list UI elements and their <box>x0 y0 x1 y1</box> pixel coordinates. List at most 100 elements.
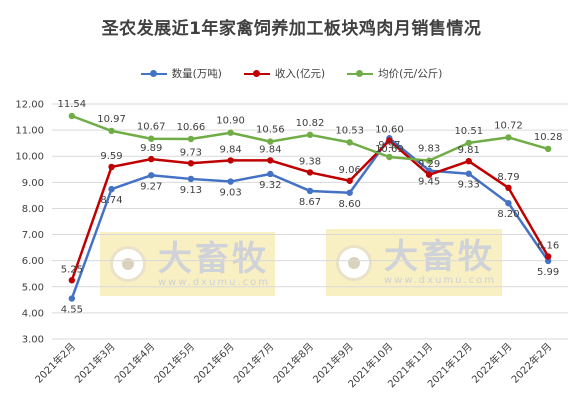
data-label: 10.90 <box>216 116 245 127</box>
data-label: 10.69 <box>375 144 404 155</box>
data-point <box>386 137 393 144</box>
data-label: 9.32 <box>259 180 281 191</box>
y-tick-label: 9.00 <box>22 178 44 189</box>
data-label: 9.06 <box>339 165 361 176</box>
x-tick-label: 2022年1月 <box>469 340 515 386</box>
legend-label-quantity: 数量(万吨) <box>171 68 222 80</box>
data-label: 10.56 <box>256 125 285 136</box>
data-point <box>544 257 552 265</box>
watermark-url: www.dxumu.com <box>158 276 271 288</box>
data-point <box>68 112 76 120</box>
data-label: 9.84 <box>259 144 281 155</box>
data-label: 10.82 <box>296 118 325 129</box>
data-point <box>346 139 353 146</box>
data-point <box>306 187 314 195</box>
data-point <box>108 185 115 193</box>
data-label: 9.97 <box>378 140 400 151</box>
x-tick-label: 2021年8月 <box>270 340 316 386</box>
x-tick-label: 2021年5月 <box>151 340 197 386</box>
x-tick-label: 2021年3月 <box>72 340 118 386</box>
data-point <box>465 170 472 177</box>
data-label: 10.97 <box>97 114 126 125</box>
data-label: 10.60 <box>375 125 404 136</box>
y-tick-label: 3.00 <box>22 335 44 346</box>
data-point <box>267 138 274 145</box>
data-label: 9.33 <box>458 180 480 191</box>
y-tick-label: 8.00 <box>22 204 44 215</box>
data-label: 9.38 <box>299 156 321 167</box>
y-tick-label: 7.00 <box>22 230 44 241</box>
data-label: 9.27 <box>140 181 162 192</box>
data-label: 8.79 <box>497 172 519 183</box>
y-tick-label: 12.00 <box>15 100 44 111</box>
data-label: 9.84 <box>219 144 241 155</box>
data-point <box>267 157 274 164</box>
data-point <box>68 295 76 302</box>
data-label: 8.67 <box>299 197 321 208</box>
data-point <box>306 131 314 139</box>
data-point <box>187 175 195 183</box>
data-point <box>505 134 512 141</box>
data-label: 9.29 <box>418 159 440 170</box>
data-point <box>68 277 76 284</box>
watermark-logo-icon <box>336 244 372 281</box>
data-point <box>148 172 155 179</box>
data-label: 9.81 <box>458 145 480 156</box>
chart-title: 圣农发展近1年家禽饲养加工板块鸡肉月销售情况 <box>101 19 482 39</box>
data-point <box>544 145 552 153</box>
watermark-text: 大畜牧 www.dxumu.com <box>158 241 270 288</box>
data-label: 10.66 <box>177 122 206 133</box>
data-point <box>386 153 393 161</box>
data-point <box>346 189 353 196</box>
data-label: 10.67 <box>137 122 166 133</box>
data-label: 9.13 <box>180 185 202 196</box>
data-point <box>148 135 155 142</box>
data-point <box>227 157 234 164</box>
watermark-left: 大畜牧 www.dxumu.com <box>100 232 275 296</box>
y-tick-label: 5.00 <box>22 282 44 293</box>
y-tick-label: 4.00 <box>22 308 44 319</box>
data-point <box>108 127 115 135</box>
legend-item-price: 均价(元/公斤) <box>347 66 442 81</box>
x-tick-label: 2021年7月 <box>231 340 277 386</box>
watermark-brand: 大畜牧 <box>158 238 269 279</box>
x-tick-label: 2021年4月 <box>112 340 158 386</box>
watermark-text: 大畜牧 www.dxumu.com <box>384 239 496 286</box>
legend-item-revenue: 收入(亿元) <box>243 66 325 81</box>
data-label: 10.28 <box>534 132 563 143</box>
watermark-right: 大畜牧 www.dxumu.com <box>326 229 502 296</box>
legend-swatch-quantity <box>140 68 167 80</box>
legend-swatch-revenue <box>243 68 270 80</box>
data-label: 8.74 <box>100 195 122 206</box>
y-tick-label: 11.00 <box>15 126 44 137</box>
x-tick-label: 2022年2月 <box>508 340 554 386</box>
data-label: 10.51 <box>454 126 483 137</box>
data-label: 5.25 <box>61 264 83 275</box>
data-label: 9.83 <box>418 144 440 155</box>
data-label: 10.53 <box>335 125 364 136</box>
x-tick-label: 2021年6月 <box>191 340 237 386</box>
legend-label-price: 均价(元/公斤) <box>378 68 443 80</box>
data-point <box>187 160 195 167</box>
data-label: 9.59 <box>100 151 122 162</box>
data-point <box>505 200 512 207</box>
data-point <box>425 157 433 164</box>
data-label: 11.54 <box>58 99 87 110</box>
y-tick-label: 10.00 <box>15 152 44 163</box>
data-point <box>148 155 155 163</box>
data-label: 9.89 <box>140 143 162 154</box>
data-label: 8.60 <box>339 199 361 210</box>
legend-swatch-price <box>347 68 374 80</box>
data-point <box>544 253 552 260</box>
data-point <box>505 184 512 192</box>
data-label: 9.45 <box>418 177 440 188</box>
data-point <box>227 129 234 136</box>
data-label: 10.72 <box>494 120 523 131</box>
data-label: 6.16 <box>537 240 559 251</box>
data-point <box>465 157 472 165</box>
data-label: 5.99 <box>537 267 559 278</box>
data-point <box>346 177 353 184</box>
watermark-url: www.dxumu.com <box>384 275 497 286</box>
data-label: 9.73 <box>180 147 202 158</box>
